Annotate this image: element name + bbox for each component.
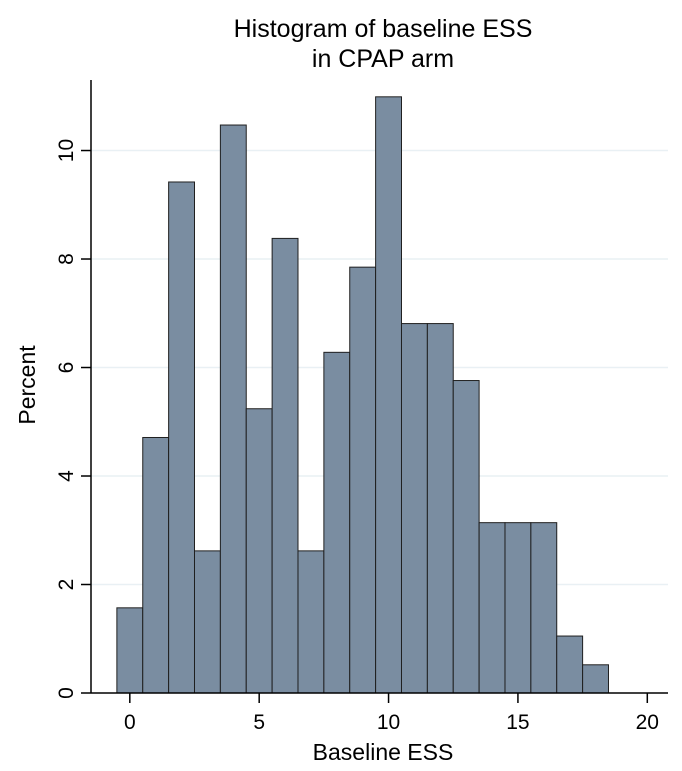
bar-7	[297, 550, 325, 694]
bar-2	[168, 181, 195, 694]
bar-16	[530, 522, 558, 694]
bar-18	[582, 664, 609, 694]
x-axis-title: Baseline ESS	[313, 739, 454, 765]
bar-10	[375, 96, 402, 694]
bar-6	[271, 237, 299, 694]
y-tick-label-3: 6	[55, 362, 78, 374]
bar-3	[193, 550, 221, 694]
bar-5	[245, 408, 273, 694]
chart-title-line-2: in CPAP arm	[312, 45, 454, 73]
bar-13	[452, 380, 480, 694]
bar-14	[478, 522, 506, 694]
bar-15	[504, 522, 532, 694]
x-tick-label-0: 0	[124, 711, 136, 734]
y-axis-title: Percent	[14, 345, 40, 425]
y-tick-label-0: 0	[55, 687, 78, 699]
bar-1	[142, 436, 170, 694]
y-tick-label-1: 2	[55, 579, 78, 591]
chart-title-line-1: Histogram of baseline ESS	[234, 15, 533, 43]
x-tick-label-1: 5	[253, 711, 265, 734]
bar-4	[219, 124, 247, 694]
x-tick-label-3: 15	[506, 711, 529, 734]
bars	[116, 96, 609, 694]
bar-9	[349, 266, 377, 694]
axes	[90, 80, 668, 694]
bar-11	[400, 323, 428, 694]
bar-8	[323, 351, 351, 694]
ticks: 0 5 10 15 20 0 2 4 6 8 10	[55, 139, 659, 734]
bar-0	[116, 607, 144, 694]
bar-17	[556, 635, 584, 694]
x-tick-label-2: 10	[377, 711, 400, 734]
x-tick-label-4: 20	[636, 711, 659, 734]
y-tick-label-4: 8	[55, 253, 78, 265]
bar-12	[426, 323, 454, 694]
y-tick-label-2: 4	[55, 470, 78, 482]
y-tick-label-5: 10	[55, 139, 78, 162]
